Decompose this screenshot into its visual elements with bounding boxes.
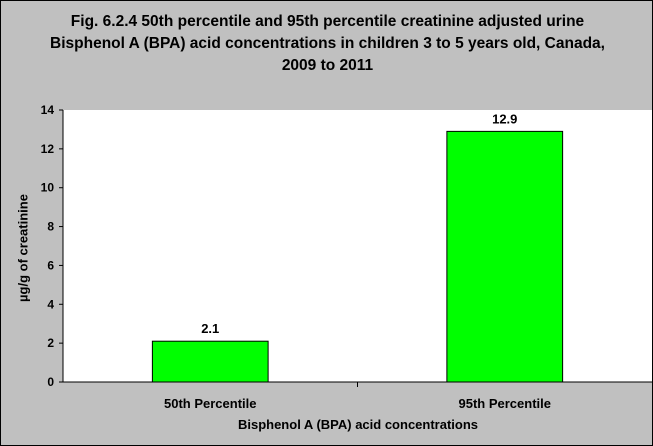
y-tick-label: 4 [47,297,54,311]
bar [446,130,564,383]
y-tick-label: 2 [47,336,54,350]
data-label: 12.9 [492,111,517,126]
y-tick-label: 6 [47,258,54,272]
y-tick-label: 10 [41,181,55,195]
plot-area [63,110,652,382]
x-category-label: 50th Percentile [164,396,257,411]
y-tick-label: 0 [47,375,54,389]
x-axis-label: Bisphenol A (BPA) acid concentrations [237,417,479,432]
x-category-label: 95th Percentile [459,396,552,411]
y-tick-label: 14 [41,103,55,117]
y-tick-label: 8 [47,220,54,234]
data-label: 2.1 [201,321,219,336]
y-tick-label: 12 [41,142,55,156]
bar [151,340,269,383]
chart-title: Fig. 6.2.4 50th percentile and 95th perc… [50,13,605,74]
